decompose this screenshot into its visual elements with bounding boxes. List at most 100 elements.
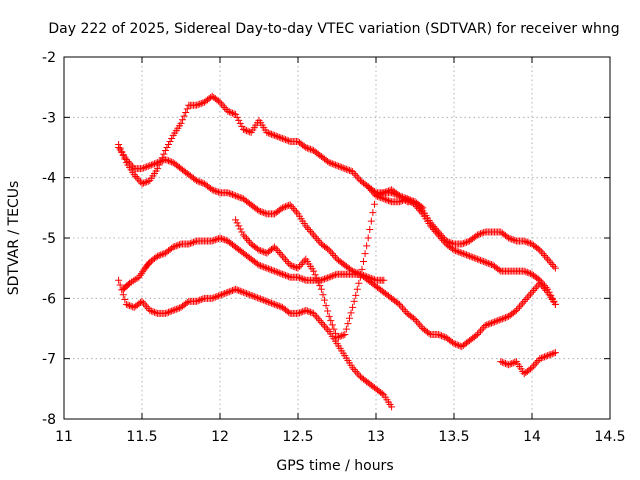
data-point-sat-b [305,226,313,234]
data-point-sat-b [225,189,233,197]
data-point-sat-b [122,156,130,164]
data-point-sat-b [232,192,240,200]
data-point-sat-e [433,229,441,237]
data-point-sat-b [453,341,461,349]
data-point-sat-c [188,239,196,247]
data-point-sat-c [222,236,230,244]
data-point-sat-b [520,297,528,305]
data-point-sat-b [138,165,146,173]
data-point-sat-d [236,287,244,295]
data-point-sat-c [191,238,199,246]
data-point-sat-g [545,351,553,359]
data-point-sat-f [417,203,425,211]
data-point-sat-b [238,194,246,202]
data-point-sat-a [540,251,548,259]
data-point-sat-e [345,314,353,322]
data-point-sat-a [333,162,341,170]
data-point-sat-f [366,185,374,193]
data-point-sat-b [277,205,285,213]
data-point-sat-c [264,265,272,273]
data-point-sat-e [522,268,530,276]
data-point-sat-e [244,236,252,244]
data-point-sat-d [266,299,274,307]
data-point-sat-e [327,317,335,325]
data-point-sat-c [360,271,368,279]
data-point-sat-d [172,305,180,313]
data-point-sat-a [345,166,353,174]
data-point-sat-a [478,229,486,237]
data-point-sat-a [272,132,280,140]
data-point-sat-c [272,268,280,276]
data-point-sat-a [238,122,246,130]
data-point-sat-b [224,189,232,197]
data-point-sat-e [282,256,290,264]
data-point-sat-b [152,159,160,167]
data-point-sat-a [218,100,226,108]
data-point-sat-g [530,362,538,370]
data-point-sat-b [211,187,219,195]
data-point-sat-b [302,222,310,230]
data-point-sat-c [322,274,330,282]
data-point-sat-e [487,261,495,269]
data-point-sat-b [481,321,489,329]
data-point-sat-e [338,332,346,340]
data-point-sat-d [319,320,327,328]
data-point-sat-d [349,364,357,372]
data-point-sat-e [525,269,533,277]
data-point-sat-a [526,239,534,247]
data-point-sat-b [528,288,536,296]
data-point-sat-a [542,253,550,261]
data-point-sat-d [221,290,229,298]
data-point-sat-a [339,164,347,172]
data-point-sat-a [267,130,275,138]
data-point-sat-f [372,192,380,200]
data-point-sat-e [367,217,375,225]
data-point-sat-c [285,273,293,281]
data-point-sat-g [537,354,545,362]
data-point-sat-d [263,297,271,305]
data-point-sat-b [280,203,288,211]
data-point-sat-a [306,145,314,153]
data-point-sat-f [419,204,427,212]
data-point-sat-c [154,252,162,260]
data-point-sat-e [475,256,483,264]
data-point-sat-c [364,273,372,281]
data-point-sat-c [299,275,307,283]
data-point-sat-d [119,291,127,299]
data-point-sat-a [355,175,363,183]
data-point-sat-e [344,320,352,328]
data-point-sat-d [303,307,311,315]
data-point-sat-b [331,253,339,261]
data-point-sat-b [278,204,286,212]
data-point-sat-d [122,300,130,308]
data-point-sat-a [236,119,244,127]
data-point-sat-d [317,318,325,326]
data-point-sat-c [363,273,371,281]
data-point-sat-d [297,308,305,316]
data-point-sat-b [147,161,155,169]
data-point-sat-d [267,299,275,307]
data-point-sat-e [461,250,469,258]
data-point-sat-c [274,268,282,276]
data-point-sat-a [503,233,511,241]
data-point-sat-b [414,319,422,327]
data-point-sat-b [257,207,265,215]
data-point-sat-b [158,157,166,165]
data-point-sat-b [143,163,151,171]
data-point-sat-c [255,261,263,269]
data-point-sat-e [335,333,343,341]
data-point-sat-a [161,147,169,155]
data-point-sat-b [196,178,204,186]
data-point-sat-a [224,107,232,115]
data-point-sat-a [330,160,338,168]
data-point-sat-b [150,160,158,168]
data-point-sat-b [489,318,497,326]
data-point-sat-e [322,302,330,310]
data-point-sat-e [271,243,279,251]
data-point-sat-e [355,279,363,287]
data-point-sat-a [545,257,553,265]
data-point-sat-b [161,156,169,164]
data-point-sat-c [210,236,218,244]
data-point-sat-c [260,263,268,271]
